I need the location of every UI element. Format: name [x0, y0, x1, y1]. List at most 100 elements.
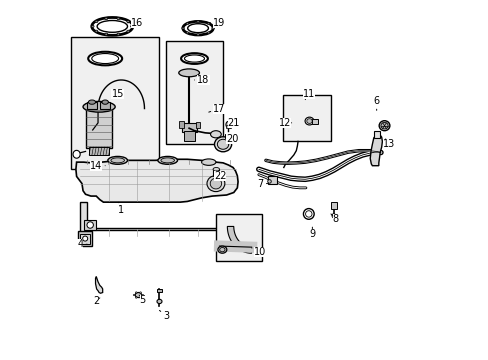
Bar: [226, 125, 230, 128]
Ellipse shape: [183, 21, 213, 35]
Text: 9: 9: [309, 227, 315, 239]
Ellipse shape: [267, 180, 271, 183]
Ellipse shape: [104, 33, 107, 35]
Ellipse shape: [207, 32, 209, 33]
Bar: [196, 122, 200, 128]
Ellipse shape: [179, 69, 199, 77]
Text: 4: 4: [77, 239, 87, 249]
Ellipse shape: [184, 55, 204, 62]
Ellipse shape: [210, 131, 221, 138]
Ellipse shape: [303, 208, 313, 219]
Bar: [283, 95, 331, 141]
Text: 21: 21: [227, 118, 240, 128]
Ellipse shape: [135, 297, 137, 298]
Ellipse shape: [95, 21, 98, 23]
Ellipse shape: [108, 157, 127, 164]
Bar: [330, 202, 336, 208]
Bar: [78, 231, 92, 246]
Bar: [85, 107, 112, 148]
Ellipse shape: [305, 117, 313, 125]
Ellipse shape: [97, 21, 127, 32]
Bar: [157, 289, 162, 292]
Bar: [83, 220, 96, 230]
Ellipse shape: [83, 102, 115, 112]
Text: 2: 2: [93, 296, 100, 306]
Polygon shape: [76, 159, 238, 202]
Ellipse shape: [206, 176, 224, 192]
Ellipse shape: [181, 53, 207, 64]
Ellipse shape: [196, 34, 199, 36]
Ellipse shape: [117, 18, 120, 20]
Ellipse shape: [305, 211, 311, 217]
Ellipse shape: [225, 121, 230, 128]
Ellipse shape: [158, 157, 177, 164]
Ellipse shape: [210, 178, 221, 189]
Ellipse shape: [142, 294, 143, 296]
Bar: [89, 147, 108, 155]
Ellipse shape: [217, 139, 228, 149]
Polygon shape: [95, 276, 102, 293]
Ellipse shape: [380, 122, 387, 129]
Ellipse shape: [82, 236, 87, 241]
Ellipse shape: [207, 23, 209, 24]
Ellipse shape: [214, 137, 231, 152]
Ellipse shape: [182, 27, 184, 29]
Ellipse shape: [211, 27, 214, 29]
Ellipse shape: [186, 32, 188, 33]
Bar: [86, 102, 97, 109]
Text: 12: 12: [279, 118, 291, 128]
Ellipse shape: [378, 121, 389, 131]
Text: 8: 8: [330, 214, 338, 224]
Bar: [100, 102, 110, 109]
Ellipse shape: [117, 33, 120, 35]
Ellipse shape: [87, 222, 93, 228]
Ellipse shape: [219, 248, 224, 252]
Ellipse shape: [135, 292, 137, 293]
Ellipse shape: [133, 294, 135, 296]
Text: 1: 1: [118, 202, 124, 215]
Bar: [216, 214, 262, 261]
Ellipse shape: [130, 25, 133, 27]
Text: 7: 7: [257, 179, 267, 189]
Bar: [179, 121, 183, 128]
Text: 3: 3: [159, 310, 169, 321]
Ellipse shape: [126, 30, 129, 32]
Text: 6: 6: [373, 96, 379, 111]
Ellipse shape: [201, 159, 216, 165]
Bar: [213, 168, 219, 176]
Ellipse shape: [135, 293, 142, 297]
Text: 5: 5: [139, 295, 145, 305]
Bar: [183, 131, 195, 141]
Text: 14: 14: [90, 161, 105, 171]
Ellipse shape: [140, 292, 141, 293]
Ellipse shape: [140, 297, 141, 298]
Bar: [80, 234, 90, 244]
Ellipse shape: [95, 30, 98, 32]
Text: 22: 22: [214, 171, 226, 181]
Ellipse shape: [306, 119, 311, 123]
Ellipse shape: [157, 299, 162, 303]
Bar: [182, 123, 197, 132]
Ellipse shape: [88, 100, 95, 104]
Bar: [373, 131, 380, 138]
Polygon shape: [369, 134, 382, 166]
Text: 19: 19: [208, 18, 225, 28]
Bar: [267, 176, 276, 184]
Ellipse shape: [186, 23, 188, 24]
Text: 10: 10: [251, 247, 266, 257]
Ellipse shape: [111, 158, 124, 163]
Ellipse shape: [126, 21, 129, 23]
Ellipse shape: [102, 100, 108, 104]
Text: 17: 17: [208, 104, 225, 113]
Ellipse shape: [88, 52, 122, 65]
Ellipse shape: [331, 213, 335, 218]
Ellipse shape: [92, 18, 133, 35]
Text: 13: 13: [382, 139, 394, 149]
Text: 16: 16: [127, 18, 143, 28]
Text: 18: 18: [194, 75, 209, 85]
Ellipse shape: [187, 24, 208, 33]
Ellipse shape: [213, 167, 219, 171]
Text: 20: 20: [225, 134, 238, 144]
Polygon shape: [227, 226, 251, 253]
Ellipse shape: [104, 18, 107, 20]
